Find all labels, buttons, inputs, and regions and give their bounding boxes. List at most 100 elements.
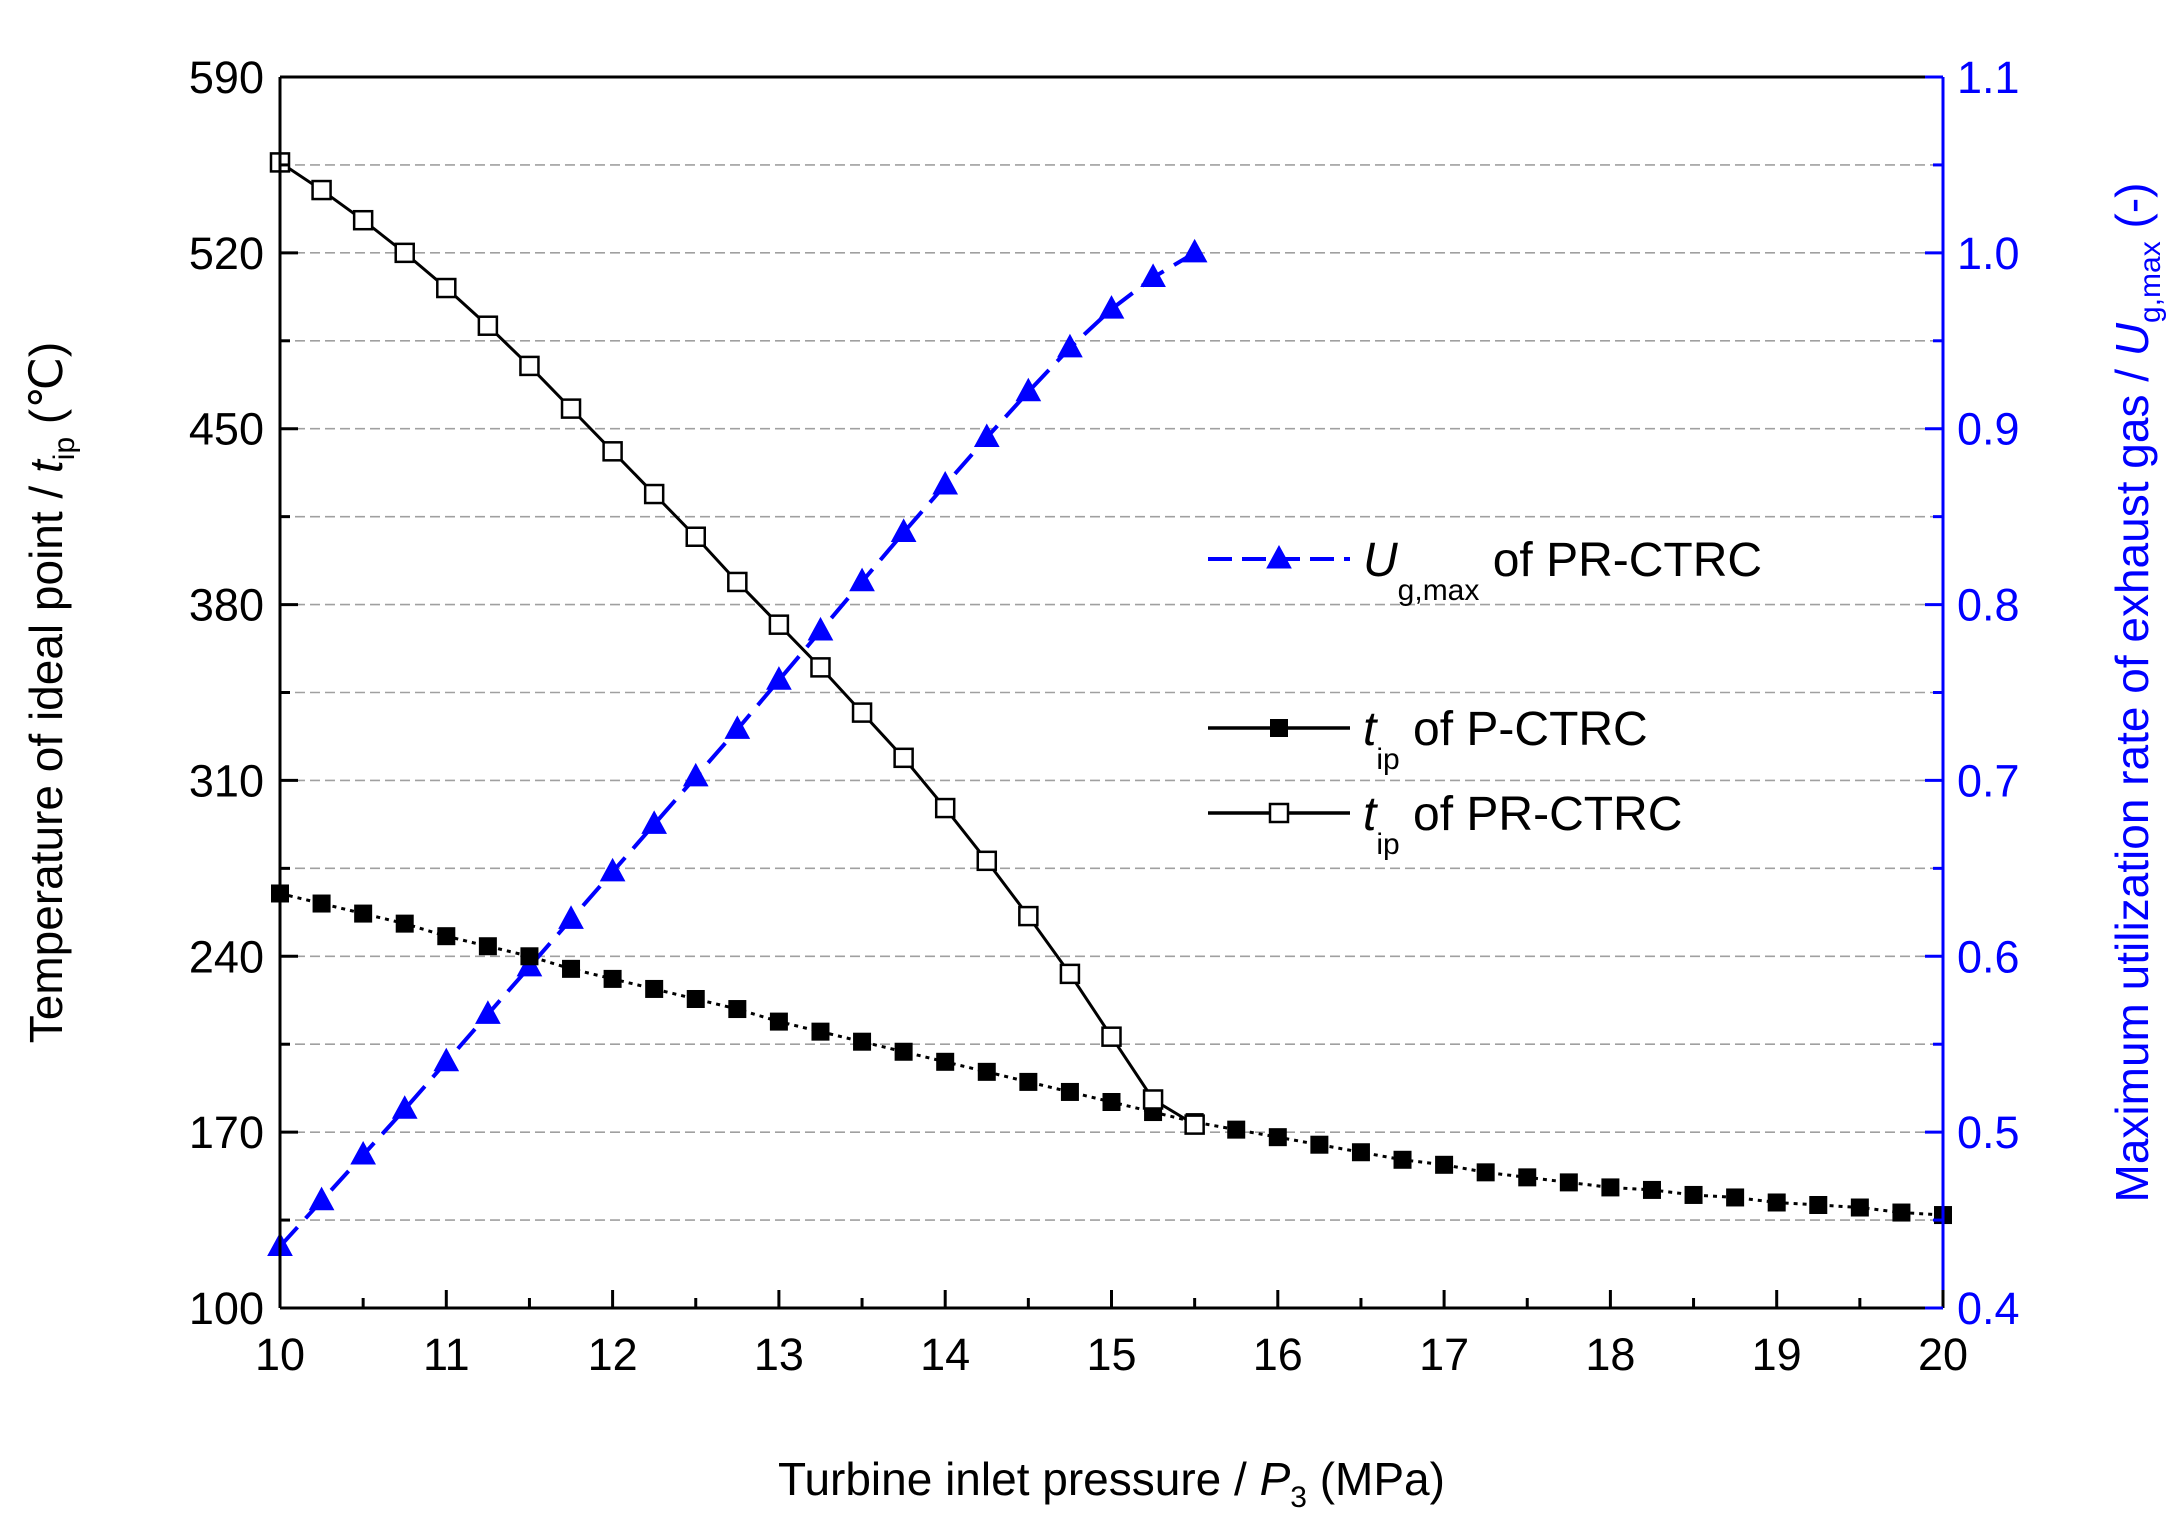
data-point [1642,1180,1661,1199]
data-point [1059,963,1081,985]
data-point [682,762,709,787]
x-tick-label: 17 [1419,1329,1469,1380]
y-right-tick-label: 0.4 [1957,1283,2020,1334]
legend-marker [1268,802,1290,824]
legend-variable: t [1363,703,1378,756]
data-point [395,914,414,933]
y-left-tick-label: 240 [189,931,264,982]
legend-entry-2: tip of P-CTRC [1208,703,1648,776]
y-left-tick-label: 310 [189,755,264,806]
x-tick-label: 13 [754,1329,804,1380]
x-tick-label: 11 [423,1329,470,1380]
y-left-tick-label: 590 [189,52,264,103]
data-point [1098,295,1125,319]
data-point [354,904,373,923]
data-point [645,979,664,998]
x-tick-label: 10 [255,1329,305,1380]
data-point [1140,263,1166,287]
data-point [976,850,998,872]
data-point [1268,1128,1287,1147]
legend-label: tip of P-CTRC [1363,703,1648,776]
data-point [973,423,1000,448]
data-point [934,797,956,819]
data-point [1892,1203,1911,1222]
data-point [894,1042,913,1061]
data-point [436,277,457,299]
data-point [1476,1163,1495,1182]
series-line [279,161,1196,1126]
y-left-tick-label: 520 [189,228,264,279]
data-point [520,947,539,966]
data-point [807,616,834,641]
data-point [1101,1026,1122,1047]
data-point [728,1000,747,1019]
data-point [1015,377,1042,402]
x-axis-subscript: 3 [1290,1481,1307,1514]
data-point [769,1012,788,1031]
data-point [643,483,665,505]
legend-rest: of P-CTRC [1400,703,1648,756]
data-point [1351,1143,1370,1162]
data-point [1142,1089,1164,1110]
x-axis-title: Turbine inlet pressure / P3 (MPa) [778,1453,1445,1514]
legend-label: tip of PR-CTRC [1363,788,1682,861]
data-point [1393,1150,1412,1169]
data-point [977,1062,996,1081]
data-point [1726,1188,1745,1207]
data-point [311,179,332,201]
legend-marker [1270,719,1288,737]
axis-unit: (MPa) [1307,1453,1445,1505]
data-point [1809,1195,1828,1214]
data-point [766,666,792,690]
data-point [849,567,875,592]
x-tick-label: 14 [920,1329,970,1380]
grid [280,164,1943,1221]
legend-subscript: ip [1376,743,1399,776]
data-point [433,1047,460,1072]
legend-entry-3: tip of PR-CTRC [1208,788,1682,861]
y-right-axis-subscript: g,max [2134,241,2167,323]
y-left-axis-subscript: ip [48,437,81,460]
data-point [1102,1092,1121,1111]
x-tick-label: 18 [1585,1329,1635,1380]
x-tick-label: 16 [1253,1329,1303,1380]
data-point [308,1186,335,1211]
y-right-tick-label: 0.5 [1957,1107,2020,1158]
ticks: 10 11 12 13 14 15 16 17 18 19 20 100 170 240 310 380 450… [189,52,2020,1380]
data-point [1850,1198,1869,1217]
legend-variable: t [1363,788,1378,841]
data-point [641,810,668,834]
data-point [727,571,748,593]
data-point [932,470,959,495]
data-point [560,398,582,419]
data-point [475,1000,501,1024]
data-point [685,526,706,547]
data-point [519,355,540,377]
data-point [1310,1135,1329,1154]
data-point [558,905,584,929]
data-point [1601,1178,1620,1197]
axis-unit: (-) [2106,183,2158,242]
series-line [279,892,1944,1217]
data-point [1018,905,1039,927]
data-point [352,209,374,231]
data-point [350,1140,376,1165]
data-point [599,857,626,882]
data-point [1767,1193,1786,1212]
y-left-tick-label: 170 [189,1107,264,1158]
data-point [768,614,790,635]
data-point [1181,238,1208,263]
series-layer [267,152,1952,1256]
y-right-tick-label: 0.6 [1957,931,2020,982]
y-right-axis-title: Maximum utilization rate of exhaust gas … [2106,183,2167,1203]
data-point [394,242,415,264]
data-point [936,1052,955,1071]
data-point [1435,1155,1454,1174]
data-point [391,1095,418,1119]
legend-subscript: ip [1376,828,1399,861]
data-point [1518,1168,1537,1187]
legend-marker [1266,544,1292,569]
data-point [1057,333,1083,358]
